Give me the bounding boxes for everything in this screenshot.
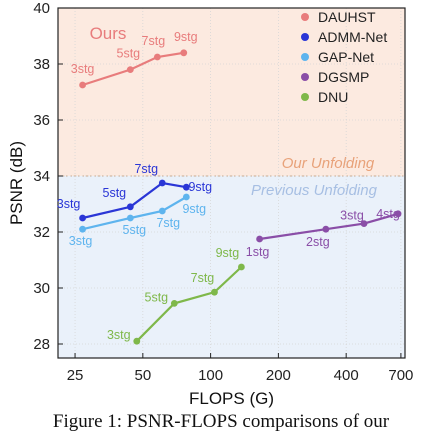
psnr-flops-chart: Our Unfolding Previous Unfolding 28 30 32 34… (7, 0, 413, 408)
series-dgsmp: 1stg 2stg 3stg 4stg (246, 207, 402, 259)
point-label: 3stg (340, 209, 364, 223)
point-label: 3stg (107, 328, 131, 342)
data-point (133, 337, 141, 345)
legend-marker (301, 73, 309, 81)
series-line (135, 266, 243, 342)
legend-marker (301, 13, 309, 21)
point-label: 5stg (103, 186, 127, 200)
x-tick-label: 200 (266, 367, 291, 384)
region-1 (58, 176, 405, 358)
data-point (158, 207, 166, 215)
legend-item: ADMM-Net (301, 29, 387, 45)
legend-label: DAUHST (318, 9, 376, 25)
legend-item: DGSMP (301, 69, 369, 85)
point-label: 7stg (191, 271, 215, 285)
y-tick-label: 34 (33, 168, 50, 185)
point-label: 9stg (216, 246, 240, 260)
region-label-previous-unfolding: Previous Unfolding (251, 182, 378, 199)
data-point (182, 183, 190, 191)
data-point (182, 193, 190, 201)
x-tick-label: 100 (198, 367, 223, 384)
data-point (180, 49, 188, 57)
point-label: 5stg (145, 290, 169, 304)
region-label-our-unfolding: Our Unfolding (282, 155, 375, 172)
data-point (170, 300, 178, 307)
data-point (158, 179, 166, 187)
data-point (79, 225, 86, 233)
data-point (394, 210, 402, 218)
axis-ticks: 28 30 32 34 36 38 40 25 50 100 200 400 700 (33, 0, 413, 384)
y-tick-label: 40 (33, 0, 50, 17)
series-admm-net: 3stg 5stg 7stg 9stg (57, 162, 212, 222)
region-0 (58, 8, 405, 176)
data-point (79, 214, 86, 222)
legend-marker (301, 53, 309, 61)
plot-frame (57, 7, 406, 359)
data-point (126, 214, 134, 222)
data-point (153, 53, 161, 61)
data-point (126, 203, 134, 211)
data-point (360, 220, 368, 228)
point-label: 9stg (174, 30, 198, 44)
data-point (256, 235, 263, 243)
point-label: 5stg (123, 223, 147, 237)
point-label: 1stg (246, 245, 270, 259)
data-point (237, 263, 245, 271)
legend-item: GAP-Net (301, 49, 374, 65)
x-tick-label: 400 (334, 367, 359, 384)
point-label: 7stg (134, 162, 158, 176)
x-tick-label: 700 (388, 367, 413, 384)
data-point (322, 225, 330, 233)
legend-item: DAUHST (301, 9, 376, 25)
ours-label: Ours (90, 24, 127, 43)
y-tick-label: 36 (33, 112, 50, 129)
legend-marker (301, 33, 309, 41)
y-tick-label: 32 (33, 224, 50, 241)
series-line (82, 181, 187, 220)
point-label: 3stg (57, 197, 81, 211)
plot-border (57, 7, 406, 359)
legend-label: ADMM-Net (318, 29, 387, 45)
data-point (79, 81, 86, 89)
y-tick-label: 28 (33, 336, 50, 353)
data-point (126, 66, 134, 73)
x-tick-label: 50 (134, 367, 151, 384)
point-label: 9stg (182, 202, 206, 216)
y-tick-label: 38 (33, 56, 50, 73)
point-label: 9stg (188, 180, 212, 194)
plot-regions: Our Unfolding Previous Unfolding (58, 8, 405, 358)
point-label: 7stg (156, 216, 180, 230)
legend-item: DNU (301, 89, 348, 105)
series-line (82, 51, 184, 87)
legend-label: GAP-Net (318, 49, 374, 65)
y-axis-label: PSNR (dB) (7, 141, 26, 225)
point-label: 4stg (376, 207, 400, 221)
point-label: 7stg (142, 34, 166, 48)
x-axis-label: FLOPS (G) (189, 389, 274, 408)
series-line (259, 212, 399, 241)
legend-marker (301, 93, 309, 101)
legend: DAUHST ADMM-Net GAP-Net DGSMP DNU (301, 9, 387, 105)
y-tick-label: 30 (33, 280, 50, 297)
point-label: 3stg (71, 62, 95, 76)
point-label: 3stg (69, 234, 93, 248)
figure-caption: Figure 1: PSNR-FLOPS comparisons of our (52, 411, 390, 432)
point-label: 5stg (117, 47, 141, 61)
legend-label: DNU (318, 89, 348, 105)
x-tick-label: 25 (67, 367, 84, 384)
data-point (211, 288, 218, 296)
point-label: 2stg (306, 235, 330, 249)
legend-label: DGSMP (318, 69, 369, 85)
series-line (82, 196, 187, 231)
